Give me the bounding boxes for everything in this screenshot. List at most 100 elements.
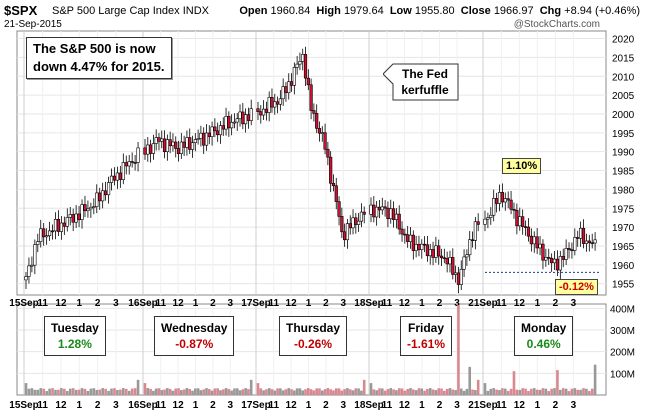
candle-body: [576, 237, 580, 239]
x-tick-label: 1: [306, 400, 312, 411]
candle-body: [523, 226, 528, 228]
volume-bar: [428, 388, 432, 395]
volume-bar: [247, 389, 250, 395]
x-tick-label: 18Sep: [354, 400, 383, 411]
volume-bar: [518, 389, 522, 395]
volume-bar: [530, 388, 533, 395]
volume-bar: [284, 389, 288, 395]
close-label: Close: [460, 5, 491, 17]
x-tick-label: 3: [113, 400, 119, 411]
candle-body: [503, 198, 507, 203]
x-tick-label: 17Sep: [241, 400, 270, 411]
volume-bar: [503, 388, 507, 395]
volume-bar: [281, 390, 285, 395]
candle-body: [323, 132, 327, 150]
candle-body: [221, 125, 225, 130]
x-tick-label: 15Sep: [9, 400, 38, 411]
candle-body: [278, 98, 282, 105]
candle-body: [202, 132, 206, 146]
candle-body: [468, 239, 472, 256]
candle-body: [59, 222, 63, 232]
volume-bar: [582, 388, 585, 395]
candle-body: [241, 111, 245, 125]
candle-body: [448, 257, 452, 265]
volume-bar: [210, 390, 214, 395]
volume-bar: [329, 389, 332, 395]
volume-bar: [307, 388, 310, 395]
x-tick-label: 12: [399, 298, 411, 309]
volume-bar: [445, 388, 449, 395]
y-tick-label: 2020: [612, 35, 635, 46]
volume-bar: [30, 388, 34, 395]
candle-body: [179, 141, 183, 154]
volume-bar: [104, 388, 107, 395]
volume-bar: [83, 388, 87, 395]
exchange: INDX: [182, 5, 209, 17]
volume-bar: [98, 389, 102, 395]
candle-body: [162, 138, 167, 153]
volume-bar: [127, 390, 131, 395]
candle-body: [391, 208, 396, 220]
x-tick-label: 2: [553, 298, 559, 309]
volume-bar: [483, 383, 487, 395]
candle-body: [213, 126, 217, 132]
volume-bar: [227, 389, 231, 395]
volume-bar: [298, 388, 302, 395]
day-change-wednesday: Wednesday -0.87%: [154, 316, 235, 356]
volume-bar: [312, 390, 316, 395]
candle-body: [532, 236, 536, 245]
candle-body: [281, 86, 285, 100]
candle-body: [377, 206, 382, 211]
volume-bar: [348, 389, 352, 395]
volume-bar: [383, 390, 387, 395]
volume-bar: [397, 388, 401, 395]
candle-body: [53, 218, 58, 232]
x-tick-label: 3: [340, 400, 346, 411]
candle-body: [397, 213, 401, 230]
chg-label: Chg: [539, 5, 562, 17]
candle-body: [538, 243, 542, 249]
volume-bar: [395, 390, 398, 395]
candle-body: [309, 84, 313, 111]
volume-bar: [337, 388, 341, 395]
volume-bar: [86, 390, 90, 395]
volume-bar: [113, 388, 116, 395]
candle-body: [465, 254, 469, 258]
volume-bar: [249, 379, 253, 395]
volume-bar: [593, 364, 597, 395]
volume-bar: [492, 388, 495, 395]
x-tick-label: 11: [155, 400, 166, 411]
candle-body: [550, 257, 554, 264]
volume-bar: [238, 390, 242, 395]
volume-bar: [412, 389, 415, 395]
x-tick-label: 11: [496, 400, 507, 411]
volume-bar: [590, 388, 594, 395]
candle-body: [497, 192, 502, 204]
volume-bar: [334, 388, 338, 395]
candle-body: [244, 114, 248, 125]
day-name: Monday: [521, 321, 567, 335]
candle-body: [451, 257, 455, 275]
volume-bar: [489, 388, 493, 395]
candle-body: [86, 208, 90, 212]
candle-body: [227, 116, 231, 129]
volume-bar: [550, 388, 553, 395]
candle-body: [337, 201, 341, 217]
volume-bar: [426, 388, 429, 395]
candle-body: [581, 227, 586, 244]
volume-bar: [185, 388, 189, 395]
volume-bar: [454, 390, 457, 395]
index-full-name: S&P 500 Large Cap Index: [52, 5, 180, 17]
candle-body: [157, 137, 161, 142]
volume-bar: [295, 388, 299, 395]
candle-body: [345, 223, 350, 241]
candle-body: [459, 268, 463, 285]
x-tick-label: 12: [55, 400, 67, 411]
volume-bar: [154, 388, 158, 395]
volume-bar: [27, 388, 31, 395]
candle-body: [71, 214, 75, 223]
candle-body: [238, 111, 242, 120]
x-tick-label: 3: [227, 400, 233, 411]
candle-body: [394, 213, 398, 220]
volume-bar: [501, 388, 504, 395]
